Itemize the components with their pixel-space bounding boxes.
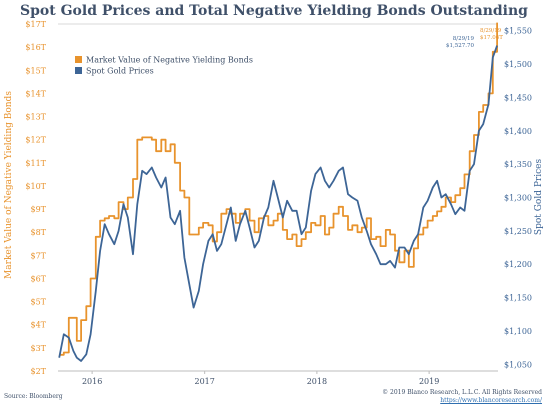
left-tick-label: $17T [25,20,46,29]
left-tick-label: $14T [25,89,46,98]
left-tick-label: $5T [30,298,46,307]
annotations: 8/29/19 $17.06T 8/29/19 $1,527.70 [446,28,503,49]
x-tick-label: 2018 [307,377,327,386]
left-axis-label: Market Value of Negative Yielding Bonds [4,91,14,279]
right-tick-label: $1,400 [504,127,532,136]
right-tick-label: $1,350 [504,160,532,169]
left-tick-label: $15T [25,66,46,75]
x-tick-label: 2016 [82,377,102,386]
annotation-bonds-value: $17.06T [480,35,503,41]
website-link[interactable]: https://www.blancoresearch.com/ [440,397,542,404]
left-axis-ticks: $2T $3T $4T $5T $6T $7T $8T $9T $10T $11T $12T $13T… [25,20,46,376]
left-tick-label: $10T [25,182,46,191]
right-tick-label: $1,450 [504,93,532,102]
right-axis-ticks: $1,050 $1,100 $1,150 $1,200 $1,250 $1,300 $1,3… [504,27,532,370]
right-axis-label: Spot Gold Prices [534,159,544,236]
right-tick-label: $1,500 [504,60,532,69]
left-tick-label: $12T [25,136,46,145]
legend-label-gold: Spot Gold Prices [86,67,154,76]
right-tick-label: $1,550 [504,27,532,36]
x-tick-label: 2017 [194,377,214,386]
legend-swatch-bonds [75,56,82,63]
annotation-gold-value: $1,527.70 [446,43,474,49]
right-tick-label: $1,150 [504,294,532,303]
left-tick-label: $6T [30,274,46,283]
left-tick-label: $16T [25,43,46,52]
right-tick-label: $1,300 [504,194,532,203]
right-tick-label: $1,100 [504,327,532,336]
annotation-bonds-date: 8/29/19 [480,28,502,34]
chart-title: Spot Gold Prices and Total Negative Yiel… [20,3,528,19]
legend-swatch-gold [75,67,82,74]
series-line-gold [58,45,498,362]
source-note: Source: Bloomberg [4,393,63,400]
legend-label-bonds: Market Value of Negative Yielding Bonds [86,56,253,65]
left-tick-label: $13T [25,113,46,122]
left-tick-label: $4T [30,321,46,330]
x-axis-ticks: 2016 2017 2018 2019 [82,371,439,386]
left-tick-label: $9T [30,205,46,214]
left-tick-label: $7T [30,251,46,260]
left-tick-label: $8T [30,228,46,237]
annotation-gold-date: 8/29/19 [453,36,475,42]
legend: Market Value of Negative Yielding Bonds … [75,56,253,76]
left-tick-label: $2T [30,367,46,376]
right-tick-label: $1,250 [504,227,532,236]
left-tick-label: $3T [30,344,46,353]
series-line-bonds [59,22,498,356]
series-layer [58,22,498,362]
left-tick-label: $11T [25,159,46,168]
x-tick-label: 2019 [419,377,439,386]
copyright-note: © 2019 Blanco Research, L.L.C. All Right… [382,389,542,396]
right-tick-label: $1,200 [504,260,532,269]
right-tick-label: $1,050 [504,360,532,369]
